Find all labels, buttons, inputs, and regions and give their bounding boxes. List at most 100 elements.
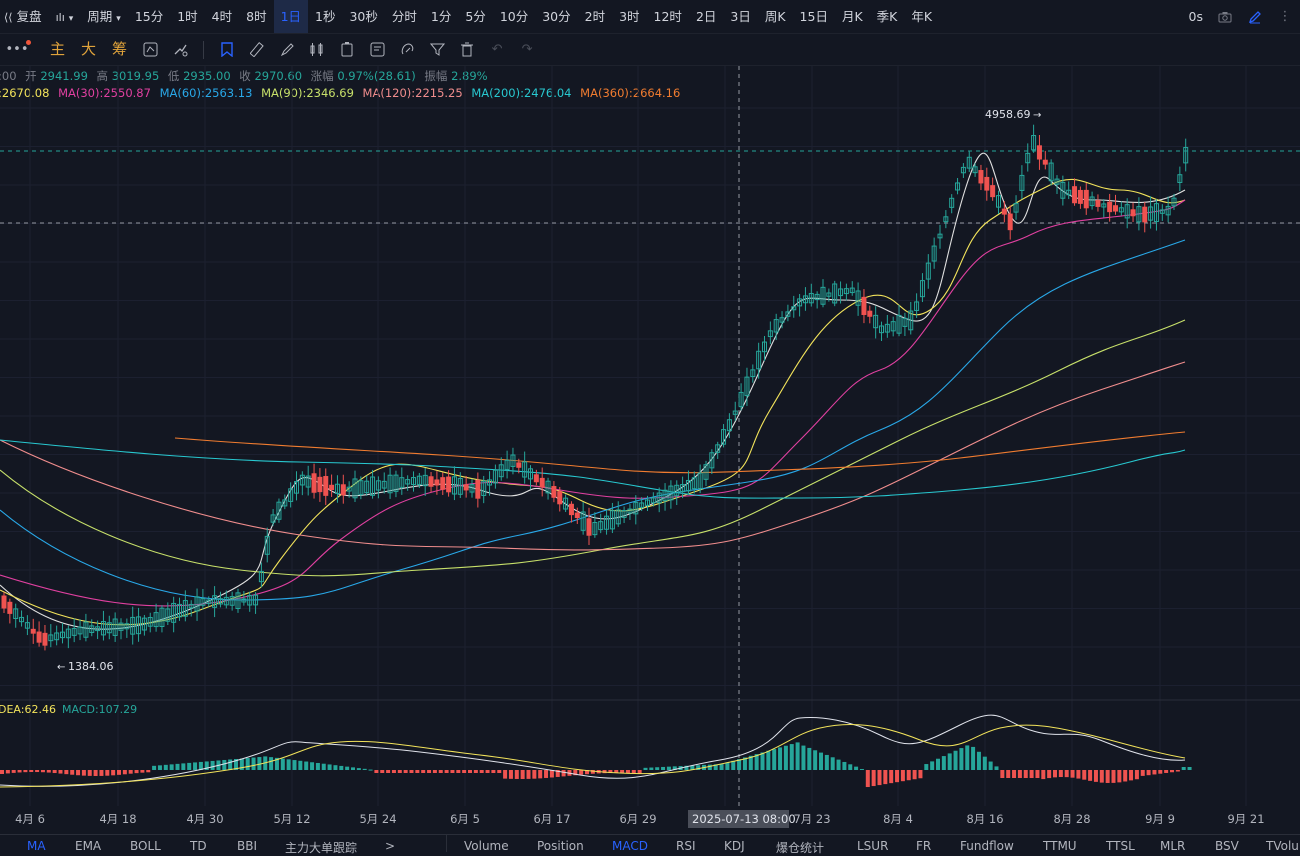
- bottom-tab-right-8[interactable]: Fundflow: [960, 839, 1014, 853]
- interval-4[interactable]: 1日: [273, 0, 309, 33]
- compare-icon[interactable]: [141, 41, 159, 59]
- interval-19[interactable]: 月K: [841, 9, 863, 24]
- pencil-icon[interactable]: [1246, 8, 1264, 26]
- interval-5[interactable]: 1秒: [315, 9, 336, 24]
- candle-body: [797, 298, 803, 307]
- macd-histogram-bar: [193, 762, 198, 770]
- candle-body: [130, 616, 136, 635]
- interval-7[interactable]: 分时: [391, 9, 417, 24]
- bottom-tab-right-13[interactable]: TVolu: [1266, 839, 1299, 853]
- bottom-tab-left-3[interactable]: TD: [190, 839, 207, 853]
- redo-icon[interactable]: ↷: [521, 42, 533, 57]
- candle-body: [159, 607, 165, 628]
- macd-histogram-bar: [877, 770, 882, 786]
- macd-histogram-bar: [204, 761, 209, 770]
- candlestick-chart[interactable]: 4958.69 → ← 1384.06 DEA:62.46 MACD:107.2…: [0, 66, 1300, 834]
- bottom-tab-left-4[interactable]: BBI: [237, 839, 258, 853]
- brush-icon[interactable]: [278, 41, 296, 59]
- chips-button[interactable]: 筹: [112, 40, 128, 58]
- interval-1[interactable]: 1时: [177, 9, 198, 24]
- bottom-tab-right-11[interactable]: MLR: [1160, 839, 1186, 853]
- bottom-tab-right-3[interactable]: RSI: [676, 839, 696, 853]
- more-icon[interactable]: ⋮: [1278, 9, 1292, 24]
- macd-histogram-bar: [988, 761, 993, 770]
- interval-11[interactable]: 30分: [542, 9, 571, 24]
- interval-0[interactable]: 15分: [134, 9, 164, 24]
- bottom-tab-right-6[interactable]: LSUR: [857, 839, 889, 853]
- interval-16[interactable]: 3日: [730, 9, 751, 24]
- candle-body: [317, 476, 323, 493]
- interval-10[interactable]: 10分: [499, 9, 529, 24]
- bottom-tab-left-6[interactable]: >: [385, 839, 396, 853]
- bottom-tab-right-4[interactable]: KDJ: [724, 839, 745, 853]
- candle-body: [498, 464, 504, 478]
- interval-9[interactable]: 5分: [465, 9, 486, 24]
- note-icon[interactable]: [368, 41, 386, 59]
- bottom-tab-right-10[interactable]: TTSL: [1106, 839, 1135, 853]
- interval-3[interactable]: 8时: [246, 9, 267, 24]
- period-dropdown[interactable]: 周期 ▾: [87, 9, 121, 24]
- macd-histogram-bar: [175, 763, 180, 770]
- bottom-tab-right-1[interactable]: Position: [537, 839, 584, 853]
- more-dots-icon[interactable]: •••: [6, 39, 31, 59]
- candle-body: [1159, 209, 1165, 214]
- x-axis-label: 6月 5: [450, 812, 480, 826]
- bottom-tab-right-0[interactable]: Volume: [464, 839, 509, 853]
- magnet-icon[interactable]: [398, 41, 416, 59]
- undo-icon[interactable]: ↶: [491, 42, 503, 57]
- bottom-tab-left-1[interactable]: EMA: [75, 839, 102, 853]
- macd-histogram-bar: [122, 770, 127, 775]
- interval-13[interactable]: 3时: [619, 9, 640, 24]
- candle-body: [434, 479, 440, 486]
- ruler-icon[interactable]: [248, 41, 266, 59]
- macd-histogram-bar: [538, 770, 543, 779]
- bottom-tab-right-2[interactable]: MACD: [612, 839, 648, 853]
- interval-8[interactable]: 1分: [430, 9, 452, 24]
- indicator-settings-icon[interactable]: [171, 41, 189, 59]
- candle-body: [1171, 197, 1177, 207]
- bookmark-icon[interactable]: [218, 41, 236, 59]
- candle-body: [528, 468, 533, 480]
- big-order-button[interactable]: 大: [81, 40, 97, 58]
- trash-icon[interactable]: [458, 41, 476, 59]
- chart-type-button[interactable]: ılı ▾: [49, 0, 81, 33]
- macd-histogram-bar: [345, 766, 350, 770]
- bottom-tab-right-12[interactable]: BSV: [1215, 839, 1239, 853]
- time-axis[interactable]: 4月 6 4月 18 4月 30 5月 12 5月 24 6月 5 6月 17 6月 29 7月…: [15, 812, 1264, 826]
- bottom-tab-left-0[interactable]: MA: [27, 839, 46, 853]
- macd-histogram-bar: [819, 752, 823, 770]
- clipboard-icon[interactable]: [338, 41, 356, 59]
- restore-button[interactable]: ⟨⟨ 复盘: [4, 9, 42, 24]
- interval-2[interactable]: 4时: [211, 9, 233, 24]
- x-axis-label: 9月 21: [1227, 812, 1264, 826]
- bottom-tab-right-7[interactable]: FR: [916, 839, 932, 853]
- interval-17[interactable]: 周K: [764, 9, 786, 24]
- interval-12[interactable]: 2时: [584, 9, 606, 24]
- macd-histogram-bar: [491, 770, 496, 773]
- candle-body: [814, 293, 820, 301]
- candle-body: [340, 484, 346, 496]
- interval-15[interactable]: 2日: [695, 9, 717, 24]
- interval-14[interactable]: 12时: [653, 9, 682, 24]
- candle-body: [709, 452, 715, 469]
- bottom-tab-right-9[interactable]: TTMU: [1043, 839, 1077, 853]
- bottom-tab-left-2[interactable]: BOLL: [130, 839, 161, 853]
- interval-6[interactable]: 30秒: [349, 9, 378, 24]
- candle-tool-icon[interactable]: [308, 41, 326, 59]
- bottom-tab-left-5[interactable]: 主力大单跟踪: [285, 841, 358, 855]
- macd-histogram-bar: [883, 770, 888, 785]
- bottom-tab-right-5[interactable]: 爆仓统计: [776, 841, 825, 855]
- camera-icon[interactable]: [1216, 8, 1234, 26]
- macd-histogram-bar: [959, 748, 964, 770]
- interval-18[interactable]: 15日: [799, 9, 828, 24]
- macd-histogram-bar: [848, 764, 853, 770]
- interval-21[interactable]: 年K: [911, 9, 933, 24]
- filter-icon[interactable]: [428, 41, 446, 59]
- candle-body: [1118, 207, 1124, 213]
- interval-20[interactable]: 季K: [876, 9, 898, 24]
- candle-body: [785, 311, 791, 317]
- candle-body: [487, 479, 493, 486]
- main-indicator-button[interactable]: 主: [50, 40, 66, 58]
- x-axis-label: 5月 24: [359, 812, 396, 826]
- macd-histogram-bar: [462, 770, 467, 773]
